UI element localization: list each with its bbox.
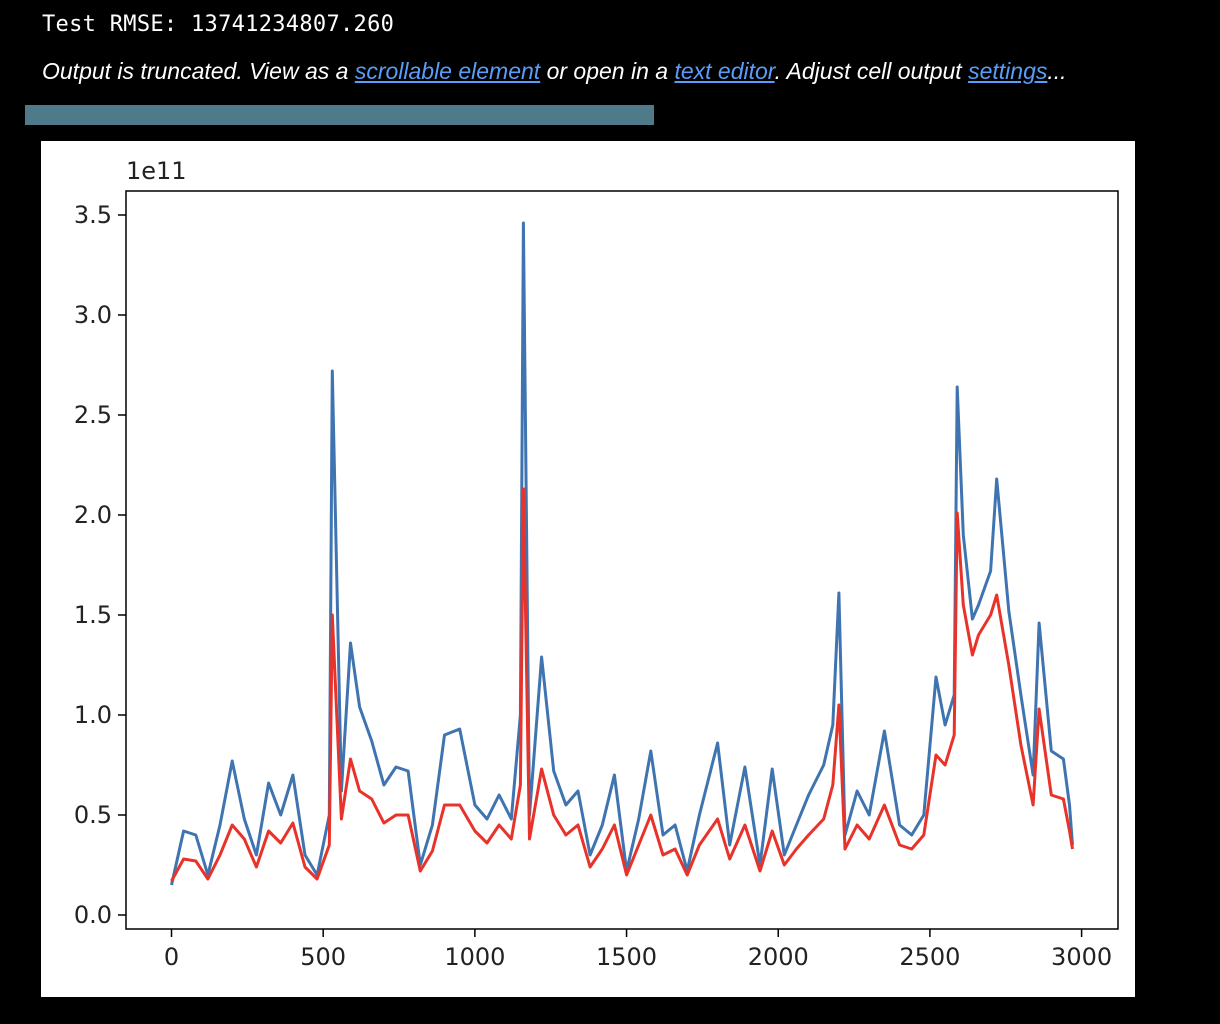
text-editor-link[interactable]: text editor (674, 58, 775, 84)
rmse-output-text: Test RMSE: 13741234807.260 (42, 12, 395, 37)
plot-output-image: 0 500 1000 1500 2000 2500 3000 0.0 0.5 1.0 1.5 2.0 2… (41, 141, 1135, 997)
x-tick-label: 500 (300, 943, 346, 971)
scrollable-element-link[interactable]: scrollable element (354, 58, 541, 84)
x-tick-label: 1000 (444, 943, 505, 971)
line-chart: 0 500 1000 1500 2000 2500 3000 0.0 0.5 1.0 1.5 2.0 2… (74, 157, 1119, 971)
y-tick-label: 0.5 (74, 801, 112, 829)
series-line-red (170, 487, 1074, 882)
y-tick-label: 3.0 (74, 301, 112, 329)
truncated-suffix-text: ... (1047, 58, 1067, 84)
settings-link[interactable]: settings (968, 58, 1048, 84)
y-tick-label: 2.5 (74, 401, 112, 429)
y-offset-label: 1e11 (126, 157, 187, 185)
x-tick-label: 1500 (596, 943, 657, 971)
y-tick-label: 0.0 (74, 901, 112, 929)
truncated-prefix-text: Output is truncated. View as a (42, 58, 355, 84)
truncated-mid-text-1: or open in a (540, 58, 675, 84)
y-tick-label: 2.0 (74, 501, 112, 529)
x-tick-label: 3000 (1051, 943, 1112, 971)
y-tick-label: 3.5 (74, 201, 112, 229)
y-tick-label: 1.0 (74, 701, 112, 729)
output-truncated-notice: Output is truncated. View as a scrollabl… (42, 58, 1067, 85)
series-line-blue (170, 221, 1074, 886)
output-scrollbar[interactable] (25, 105, 654, 125)
x-tick-label: 2500 (899, 943, 960, 971)
axes-frame (125, 190, 1119, 930)
x-tick-label: 2000 (748, 943, 809, 971)
truncated-mid-text-2: . Adjust cell output (774, 58, 969, 84)
y-tick-label: 1.5 (74, 601, 112, 629)
x-tick-label: 0 (164, 943, 179, 971)
